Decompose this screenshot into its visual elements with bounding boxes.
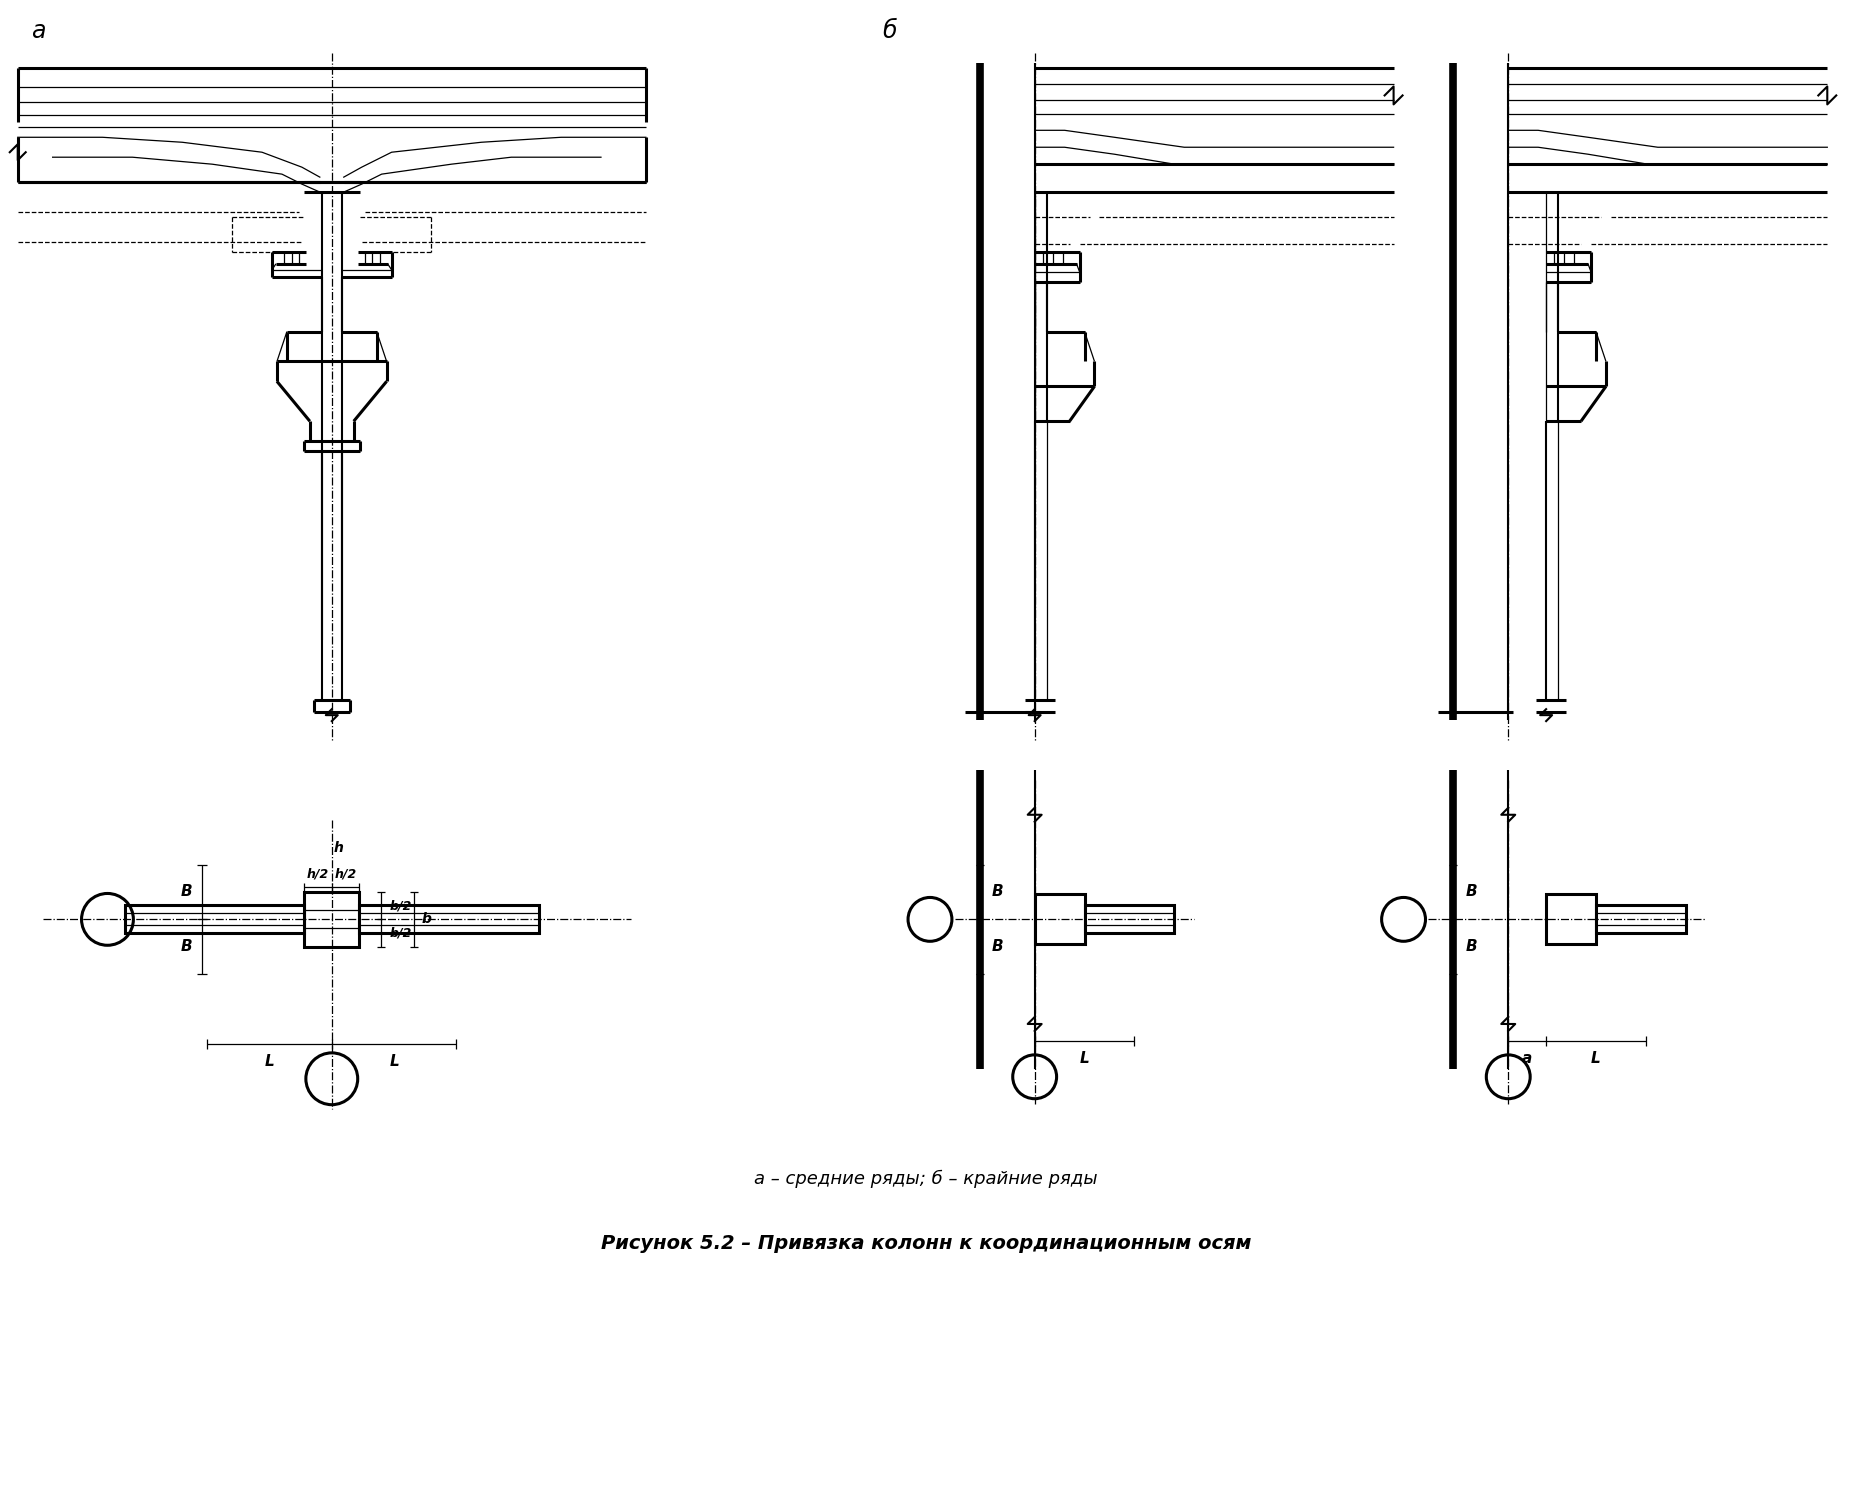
Text: B: B (181, 939, 193, 954)
Text: а: а (31, 18, 44, 42)
Text: L: L (1592, 1052, 1601, 1066)
Bar (1085, 906, 1174, 933)
Text: B: B (181, 885, 193, 900)
Text: a: a (1522, 1052, 1533, 1066)
Text: b: b (422, 912, 431, 927)
Text: L: L (265, 1054, 274, 1070)
Text: B: B (1466, 939, 1477, 954)
Bar (359, 906, 539, 933)
Text: b/2: b/2 (389, 927, 411, 939)
Bar (124, 906, 304, 933)
Text: B: B (992, 885, 1003, 900)
Text: b/2: b/2 (389, 898, 411, 912)
Text: L: L (1079, 1052, 1090, 1066)
Text: h/2: h/2 (307, 867, 329, 880)
Text: h/2: h/2 (335, 867, 357, 880)
Text: L: L (389, 1054, 400, 1070)
Bar (1596, 906, 1686, 933)
Text: B: B (1466, 885, 1477, 900)
Bar (304, 892, 359, 946)
Text: а – средние ряды; б – крайние ряды: а – средние ряды; б – крайние ряды (753, 1170, 1098, 1188)
Text: б: б (883, 18, 896, 42)
Text: h: h (333, 842, 344, 855)
Bar (1546, 894, 1596, 945)
Text: B: B (992, 939, 1003, 954)
Text: Рисунок 5.2 – Привязка колонн к координационным осям: Рисунок 5.2 – Привязка колонн к координа… (602, 1233, 1251, 1252)
Bar (1035, 894, 1085, 945)
